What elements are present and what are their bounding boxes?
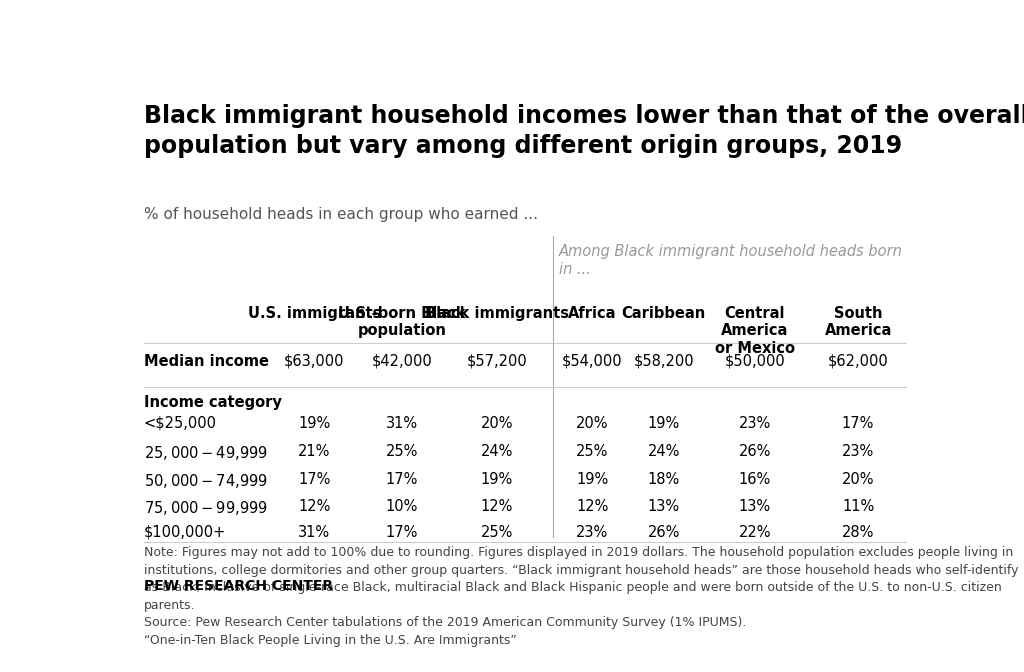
Text: 20%: 20% bbox=[842, 472, 874, 487]
Text: 25%: 25% bbox=[481, 525, 513, 540]
Text: 20%: 20% bbox=[481, 416, 513, 431]
Text: 12%: 12% bbox=[481, 499, 513, 513]
Text: U.S.-born Black
population: U.S.-born Black population bbox=[338, 306, 466, 338]
Text: $50,000: $50,000 bbox=[725, 354, 785, 369]
Text: 23%: 23% bbox=[577, 525, 608, 540]
Text: 13%: 13% bbox=[739, 499, 771, 513]
Text: $25,000-$49,999: $25,000-$49,999 bbox=[143, 444, 268, 462]
Text: 19%: 19% bbox=[647, 416, 680, 431]
Text: South
America: South America bbox=[824, 306, 892, 338]
Text: 31%: 31% bbox=[298, 525, 331, 540]
Text: U.S. immigrants: U.S. immigrants bbox=[248, 306, 381, 321]
Text: PEW RESEARCH CENTER: PEW RESEARCH CENTER bbox=[143, 579, 333, 593]
Text: Caribbean: Caribbean bbox=[622, 306, 706, 321]
Text: Black immigrant household incomes lower than that of the overall U.S. immigrant
: Black immigrant household incomes lower … bbox=[143, 104, 1024, 158]
Text: % of household heads in each group who earned ...: % of household heads in each group who e… bbox=[143, 208, 538, 222]
Text: 17%: 17% bbox=[298, 472, 331, 487]
Text: 25%: 25% bbox=[577, 444, 608, 459]
Text: <$25,000: <$25,000 bbox=[143, 416, 217, 431]
Text: 24%: 24% bbox=[481, 444, 513, 459]
Text: $50,000-$74,999: $50,000-$74,999 bbox=[143, 472, 268, 490]
Text: 17%: 17% bbox=[386, 472, 418, 487]
Text: $57,200: $57,200 bbox=[467, 354, 527, 369]
Text: 23%: 23% bbox=[739, 416, 771, 431]
Text: 19%: 19% bbox=[481, 472, 513, 487]
Text: 24%: 24% bbox=[647, 444, 680, 459]
Text: Income category: Income category bbox=[143, 395, 282, 410]
Text: 23%: 23% bbox=[842, 444, 874, 459]
Text: 17%: 17% bbox=[842, 416, 874, 431]
Text: 13%: 13% bbox=[647, 499, 680, 513]
Text: Median income: Median income bbox=[143, 354, 269, 369]
Text: 12%: 12% bbox=[298, 499, 331, 513]
Text: 26%: 26% bbox=[738, 444, 771, 459]
Text: Africa: Africa bbox=[568, 306, 616, 321]
Text: 31%: 31% bbox=[386, 416, 418, 431]
Text: Note: Figures may not add to 100% due to rounding. Figures displayed in 2019 dol: Note: Figures may not add to 100% due to… bbox=[143, 546, 1019, 647]
Text: $58,200: $58,200 bbox=[634, 354, 694, 369]
Text: $75,000-$99,999: $75,000-$99,999 bbox=[143, 499, 268, 517]
Text: $100,000+: $100,000+ bbox=[143, 525, 226, 540]
Text: 18%: 18% bbox=[647, 472, 680, 487]
Text: 28%: 28% bbox=[842, 525, 874, 540]
Text: 16%: 16% bbox=[739, 472, 771, 487]
Text: 26%: 26% bbox=[647, 525, 680, 540]
Text: 20%: 20% bbox=[577, 416, 608, 431]
Text: $42,000: $42,000 bbox=[372, 354, 432, 369]
Text: $62,000: $62,000 bbox=[827, 354, 889, 369]
Text: Central
America
or Mexico: Central America or Mexico bbox=[715, 306, 795, 355]
Text: 11%: 11% bbox=[842, 499, 874, 513]
Text: 25%: 25% bbox=[386, 444, 418, 459]
Text: 10%: 10% bbox=[386, 499, 418, 513]
Text: $63,000: $63,000 bbox=[285, 354, 345, 369]
Text: 21%: 21% bbox=[298, 444, 331, 459]
Text: 19%: 19% bbox=[577, 472, 608, 487]
Text: Black immigrants: Black immigrants bbox=[425, 306, 569, 321]
Text: 17%: 17% bbox=[386, 525, 418, 540]
Text: 19%: 19% bbox=[298, 416, 331, 431]
Text: 12%: 12% bbox=[577, 499, 608, 513]
Text: Among Black immigrant household heads born
in ...: Among Black immigrant household heads bo… bbox=[559, 244, 903, 278]
Text: 22%: 22% bbox=[738, 525, 771, 540]
Text: $54,000: $54,000 bbox=[562, 354, 623, 369]
